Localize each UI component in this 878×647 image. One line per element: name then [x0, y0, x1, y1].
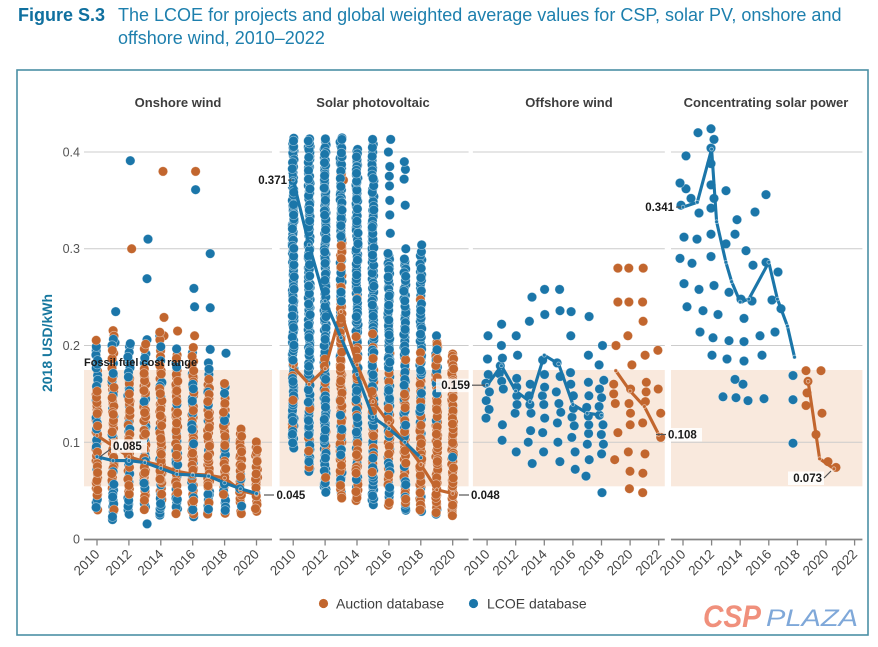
svg-text:0.159: 0.159: [441, 380, 470, 392]
svg-text:CSP: CSP: [703, 598, 762, 634]
svg-text:0.3: 0.3: [63, 242, 80, 256]
svg-text:LCOE database: LCOE database: [487, 596, 587, 612]
svg-text:0.085: 0.085: [113, 441, 142, 453]
svg-text:0.073: 0.073: [793, 473, 822, 485]
svg-text:Offshore wind: Offshore wind: [525, 95, 612, 110]
svg-text:Solar photovoltaic: Solar photovoltaic: [316, 95, 429, 110]
svg-text:Onshore wind: Onshore wind: [135, 95, 222, 110]
svg-text:0.4: 0.4: [63, 146, 80, 160]
svg-text:0.341: 0.341: [645, 202, 674, 214]
svg-text:0.108: 0.108: [668, 430, 697, 442]
svg-text:0.2: 0.2: [63, 339, 80, 353]
svg-text:0.048: 0.048: [471, 490, 500, 502]
svg-text:Concentrating solar power: Concentrating solar power: [684, 95, 849, 110]
svg-text:PLAZA: PLAZA: [766, 605, 858, 632]
svg-text:0.045: 0.045: [277, 490, 306, 502]
svg-text:0.1: 0.1: [63, 436, 80, 450]
svg-text:Fossil fuel cost range: Fossil fuel cost range: [84, 357, 197, 369]
svg-text:0: 0: [73, 533, 80, 547]
svg-text:2018 USD/kWh: 2018 USD/kWh: [39, 294, 55, 392]
svg-text:Auction database: Auction database: [336, 596, 444, 612]
svg-text:0.371: 0.371: [258, 175, 287, 187]
